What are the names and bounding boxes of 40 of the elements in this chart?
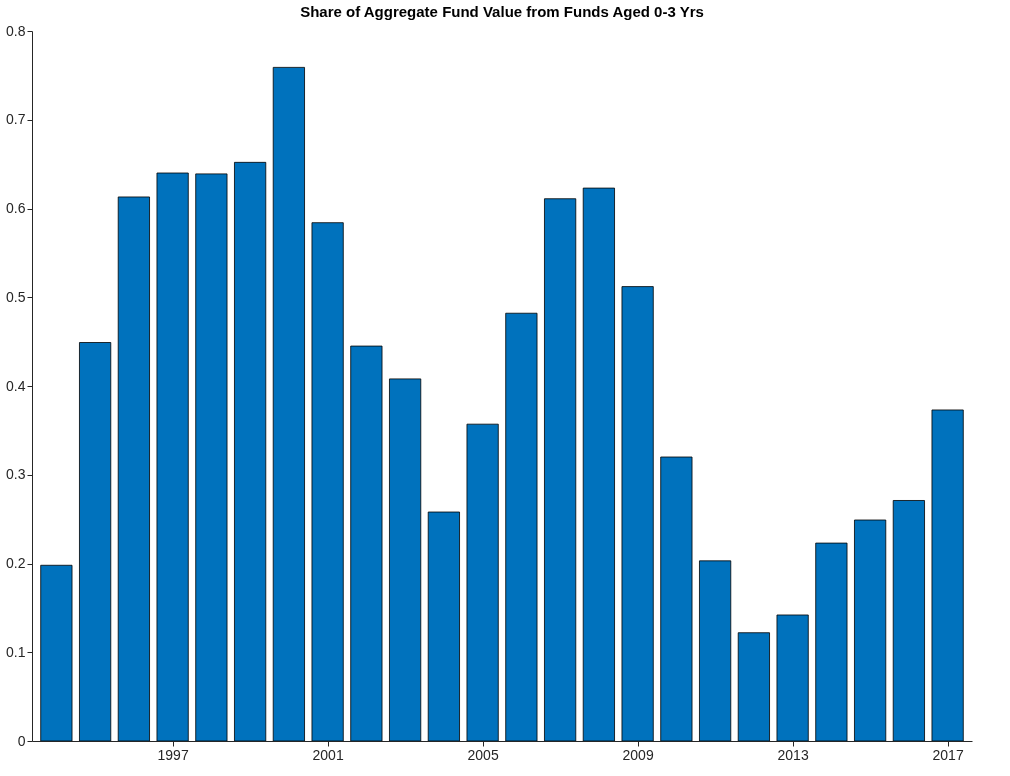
y-tick-label: 0.8 xyxy=(6,22,26,39)
y-tick-label: 0.7 xyxy=(6,111,26,128)
bar xyxy=(776,614,809,741)
bar xyxy=(272,66,305,741)
bar xyxy=(505,312,538,741)
bar xyxy=(311,222,344,741)
y-tick-label: 0.6 xyxy=(6,200,26,216)
bar xyxy=(854,519,887,741)
x-tick-label: 2013 xyxy=(777,746,809,763)
bar xyxy=(737,632,770,741)
bar xyxy=(234,161,267,741)
y-tick-label: 0.4 xyxy=(6,377,26,394)
x-tick-label: 2009 xyxy=(622,746,654,763)
bar xyxy=(195,173,228,741)
bar xyxy=(40,564,73,741)
bar xyxy=(699,560,732,741)
y-tick-label: 0.3 xyxy=(6,466,26,483)
y-tick-label: 0.2 xyxy=(6,555,26,571)
bar xyxy=(621,286,654,741)
chart-title: Share of Aggregate Fund Value from Funds Aged 0-3 Yrs xyxy=(300,3,704,20)
bar xyxy=(156,172,189,741)
bar xyxy=(931,409,964,741)
y-tick-label: 0 xyxy=(17,732,26,749)
bar xyxy=(79,342,112,741)
x-tick-label: 2017 xyxy=(932,746,964,763)
bar xyxy=(660,456,693,741)
bar xyxy=(892,500,925,741)
bar xyxy=(815,542,848,741)
y-tick-label: 0.5 xyxy=(6,288,26,305)
bar xyxy=(582,187,615,741)
x-tick-label: 2001 xyxy=(312,746,344,763)
y-tick-label: 0.1 xyxy=(6,643,26,660)
bar xyxy=(427,511,460,741)
x-tick-label: 1997 xyxy=(157,746,189,763)
bar xyxy=(466,423,499,741)
bar xyxy=(389,378,422,741)
bar xyxy=(350,345,383,741)
bar xyxy=(117,196,150,741)
x-tick-label: 2005 xyxy=(467,746,499,763)
bar xyxy=(544,198,577,741)
